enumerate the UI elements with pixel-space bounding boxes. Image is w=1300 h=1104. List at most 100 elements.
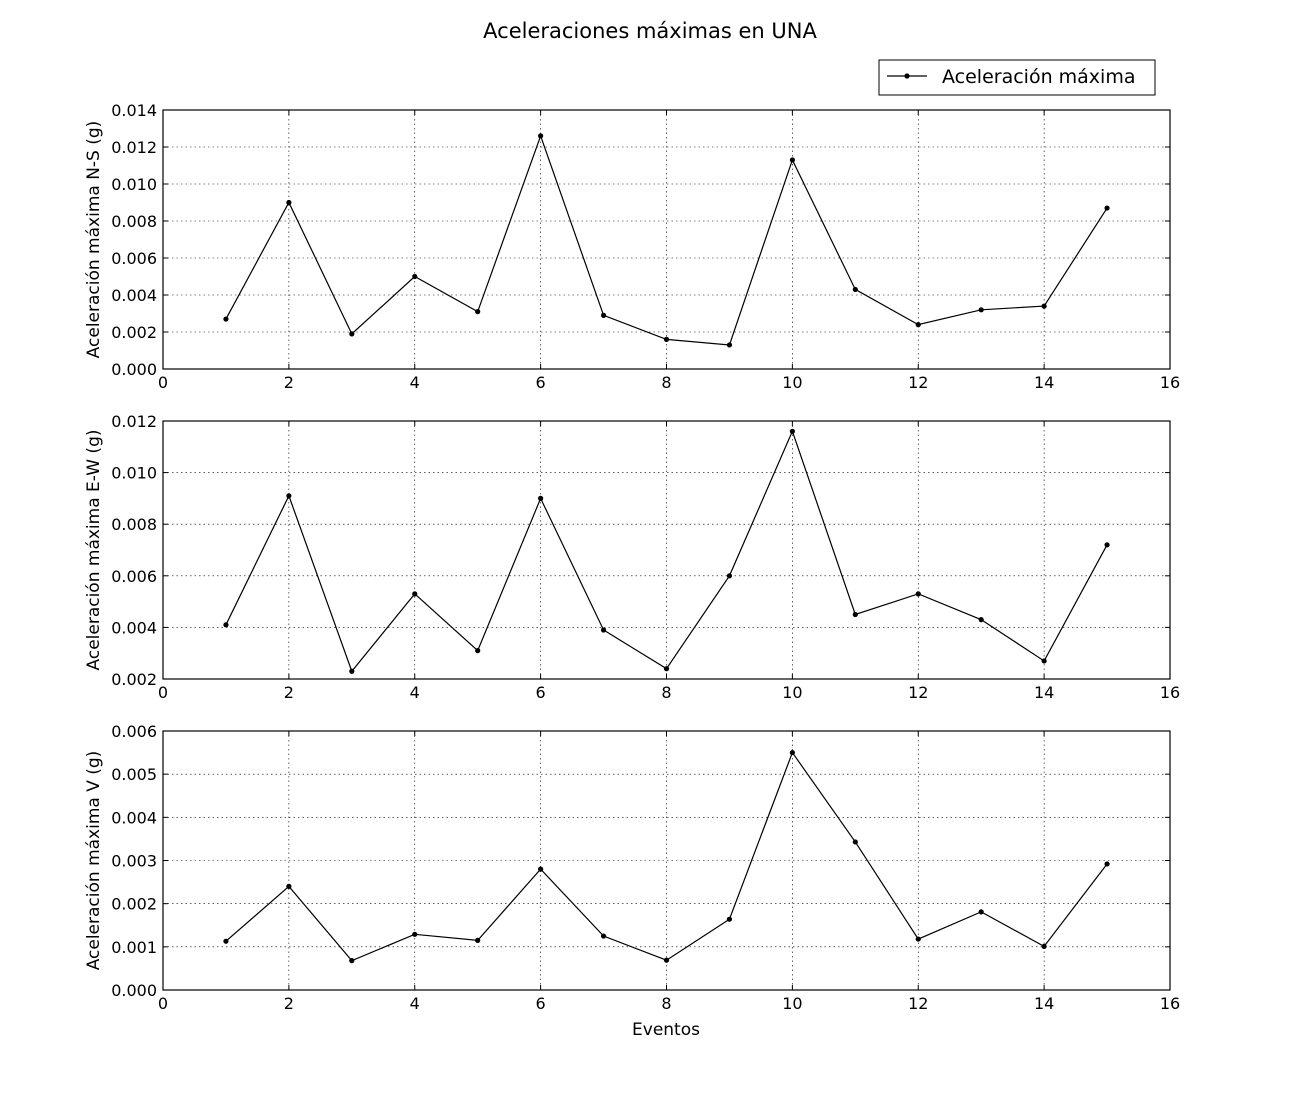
x-tick-label: 2 (284, 683, 294, 702)
x-tick-label: 4 (410, 373, 420, 392)
x-tick-label: 12 (908, 994, 928, 1013)
x-tick-label: 8 (661, 994, 671, 1013)
data-point (349, 668, 355, 674)
data-point (286, 493, 292, 499)
y-tick-label: 0.004 (111, 618, 157, 637)
data-point (538, 495, 544, 501)
data-point (349, 331, 355, 337)
x-tick-label: 14 (1034, 373, 1054, 392)
x-tick-label: 8 (661, 373, 671, 392)
x-tick-label: 16 (1160, 373, 1180, 392)
x-tick-label: 16 (1160, 994, 1180, 1013)
y-axis-label: Aceleración máxima V (g) (84, 751, 104, 971)
y-axis-label: Aceleración máxima N-S (g) (84, 121, 104, 359)
x-tick-label: 4 (410, 683, 420, 702)
y-tick-label: 0.010 (111, 175, 157, 194)
x-axis-label: Eventos (632, 1020, 700, 1040)
y-tick-label: 0.004 (111, 286, 157, 305)
data-point (1104, 205, 1110, 211)
data-point (1041, 943, 1047, 950)
data-point (726, 342, 733, 348)
data-point (412, 931, 418, 937)
x-tick-label: 0 (158, 373, 168, 392)
subplot-n-s: 0 2 4 6 8 10 12 14 16 0.000 0.002 0.004 0.006 0.008 0.… (84, 101, 1180, 392)
legend: Aceleración máxima (878, 59, 1156, 96)
data-point (1041, 658, 1047, 664)
data-point (1104, 542, 1110, 548)
plot-frame (162, 109, 1171, 370)
data-point (475, 648, 481, 654)
data-point (852, 611, 858, 618)
subplot-v: 0 2 4 6 8 10 12 14 16 0.000 0.001 0.002 0.003 0.004 0.… (84, 722, 1180, 1013)
x-tick-label: 16 (1160, 683, 1180, 702)
x-tick-label: 6 (536, 683, 546, 702)
data-point (475, 309, 481, 315)
y-tick-label: 0.000 (111, 360, 157, 379)
x-tick-label: 6 (536, 373, 546, 392)
y-tick-label: 0.000 (111, 981, 157, 1000)
y-tick-label: 0.008 (111, 515, 157, 534)
data-point (286, 883, 292, 890)
y-tick-label: 0.008 (111, 212, 157, 231)
y-tick-label: 0.006 (111, 722, 157, 741)
data-point (538, 866, 544, 872)
data-point (223, 316, 229, 322)
data-point (475, 937, 481, 943)
y-tick-label: 0.002 (111, 323, 157, 342)
data-point (600, 312, 607, 318)
data-point (223, 938, 229, 944)
y-tick-label: 0.004 (111, 808, 157, 827)
x-tick-label: 10 (782, 373, 802, 392)
y-tick-label: 0.005 (111, 765, 157, 784)
data-point (663, 957, 670, 963)
x-tick-label: 2 (284, 373, 294, 392)
y-tick-label: 0.003 (111, 852, 157, 871)
data-point (1104, 861, 1110, 867)
data-point (1041, 303, 1047, 309)
x-tick-label: 14 (1034, 683, 1054, 702)
x-tick-label: 14 (1034, 994, 1054, 1013)
x-tick-label: 0 (158, 994, 168, 1013)
data-point (726, 573, 733, 579)
data-point (600, 933, 607, 939)
x-tick-label: 4 (410, 994, 420, 1013)
x-tick-label: 12 (908, 683, 928, 702)
data-point (600, 627, 607, 633)
y-tick-label: 0.010 (111, 464, 157, 483)
data-point (852, 839, 858, 845)
data-point (978, 307, 984, 313)
y-axis-label: Aceleración máxima E-W (g) (84, 430, 104, 671)
data-point (412, 273, 418, 280)
y-tick-label: 0.001 (111, 938, 157, 957)
x-tick-label: 10 (782, 683, 802, 702)
data-point (915, 936, 921, 942)
data-point (663, 336, 670, 342)
data-point (915, 322, 921, 328)
x-tick-label: 6 (536, 994, 546, 1013)
legend-marker-sample (904, 73, 910, 79)
x-tick-label: 2 (284, 994, 294, 1013)
data-point (789, 749, 795, 756)
subplot-e-w: 0 2 4 6 8 10 12 14 16 0.002 0.004 0.006 0.008 0.010 0.… (84, 412, 1180, 702)
x-tick-label: 8 (661, 683, 671, 702)
x-tick-label: 12 (908, 373, 928, 392)
x-tick-label: 10 (782, 994, 802, 1013)
data-point (789, 157, 795, 163)
y-tick-label: 0.002 (111, 895, 157, 914)
data-point (978, 617, 984, 623)
y-tick-label: 0.002 (111, 670, 157, 689)
y-tick-label: 0.014 (111, 101, 157, 120)
y-tick-label: 0.012 (111, 138, 157, 157)
data-point (978, 909, 984, 915)
data-point (286, 199, 292, 206)
y-tick-label: 0.006 (111, 249, 157, 268)
x-tick-label: 0 (158, 683, 168, 702)
data-point (349, 958, 355, 964)
data-point (852, 286, 858, 293)
chart-title: Aceleraciones máximas en UNA (483, 19, 817, 43)
legend-box (878, 59, 1156, 96)
data-point (223, 622, 229, 628)
data-point (412, 591, 418, 597)
